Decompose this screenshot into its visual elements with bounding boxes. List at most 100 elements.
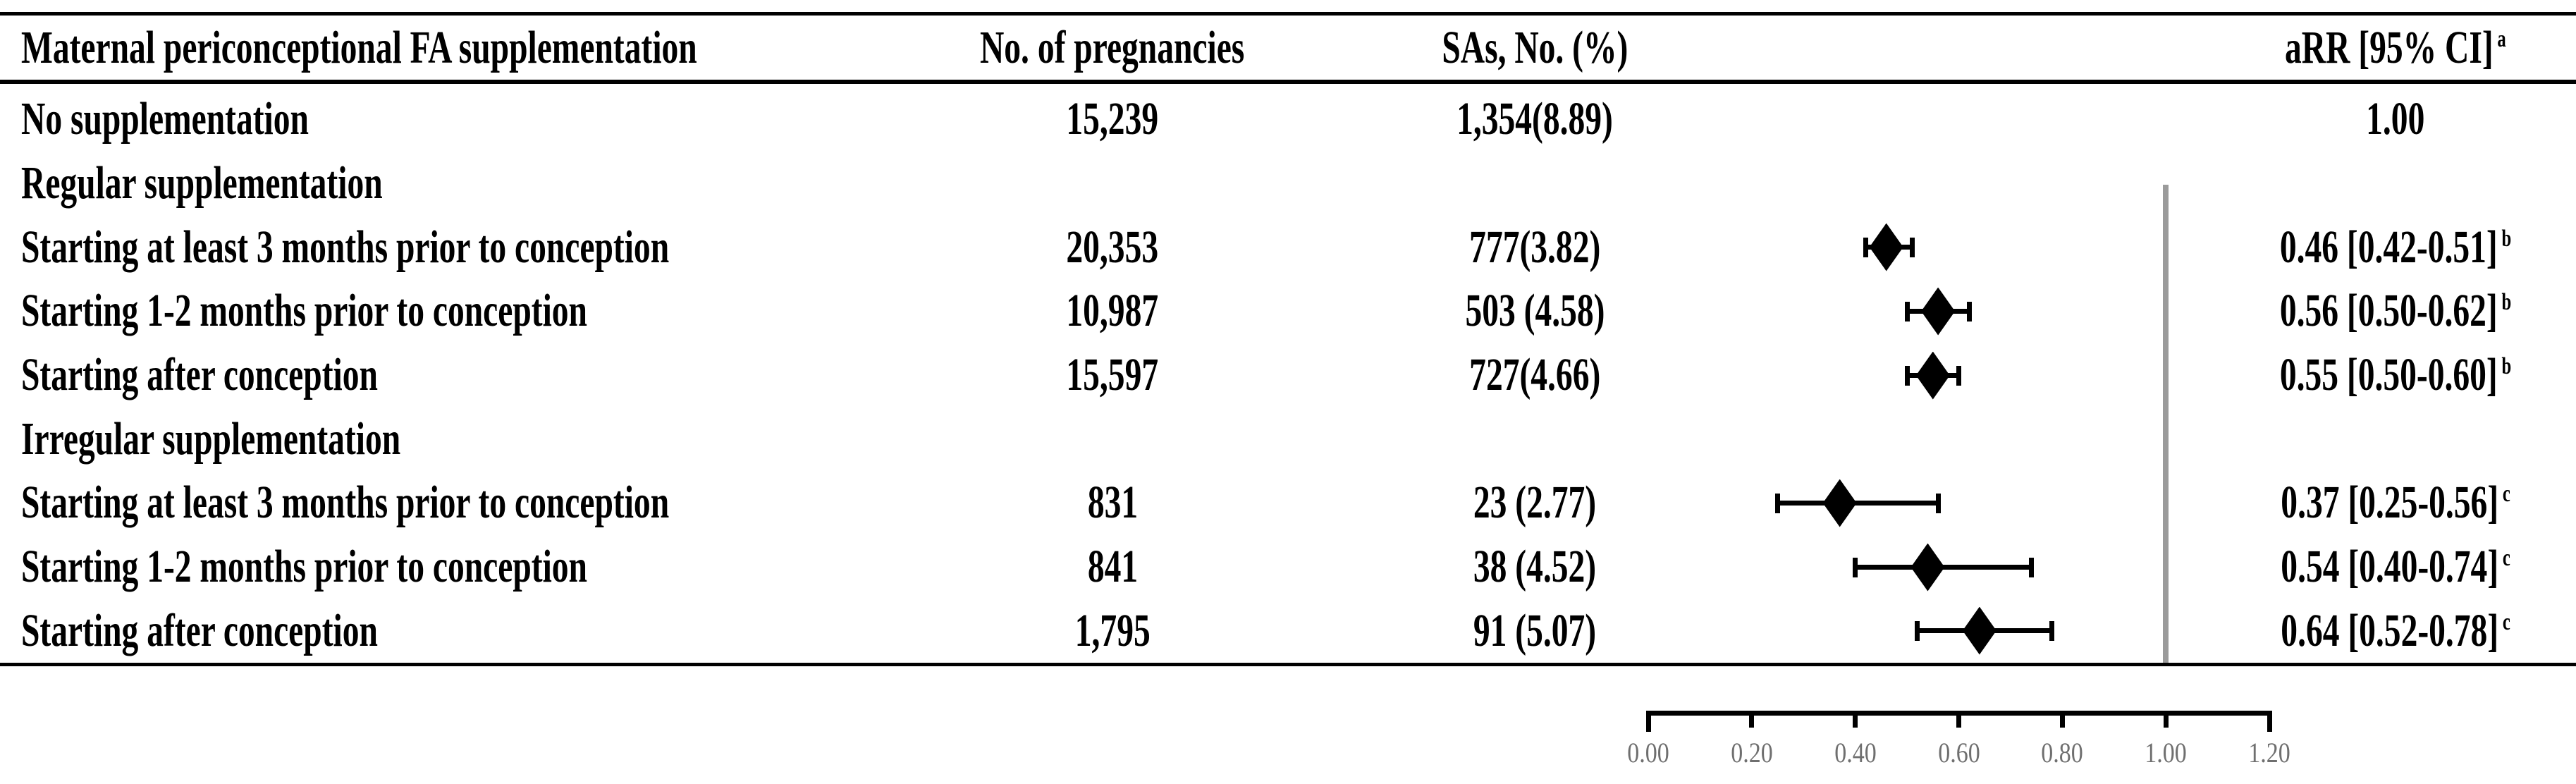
sas-value: 1,354(8.89) xyxy=(1456,93,1613,145)
sas-value: 777(3.82) xyxy=(1468,221,1601,273)
row-label-cell: No supplementation xyxy=(21,87,895,152)
sas-value: 91 (5.07) xyxy=(1473,604,1597,656)
footnote-marker: b xyxy=(2501,288,2512,316)
bottom-rule xyxy=(0,663,2576,666)
row-pregnancies-cell: 20,353 xyxy=(901,215,1324,279)
axis-tick-label: 1.00 xyxy=(2145,737,2187,768)
footnote-marker: c xyxy=(2502,544,2510,572)
row-sas-cell: 38 (4.52) xyxy=(1323,535,1746,599)
arr-value: 0.55 [0.50-0.60] b xyxy=(2279,349,2512,401)
row-label-cell: Starting at least 3 months prior to conc… xyxy=(21,471,895,535)
footnote-marker-a: a xyxy=(2497,25,2506,52)
row-label: Starting after conception xyxy=(21,349,378,401)
row-label-cell: Starting after conception xyxy=(21,599,895,663)
column-header-pregnancies-cell: No. of pregnancies xyxy=(901,16,1324,80)
row-label: No supplementation xyxy=(21,93,309,145)
row-sas-cell xyxy=(1323,152,1746,216)
row-sas-cell xyxy=(1323,407,1746,471)
table-header: Maternal periconceptional FA supplementa… xyxy=(0,16,2576,80)
row-label: Starting 1-2 months prior to conception xyxy=(21,285,587,337)
row-label-cell: Starting 1-2 months prior to conception xyxy=(21,279,895,343)
sas-value: 503 (4.58) xyxy=(1465,285,1605,337)
column-header-sas: SAs, No. (%) xyxy=(1441,21,1629,73)
row-label: Regular supplementation xyxy=(21,157,383,209)
footnote-marker: b xyxy=(2501,353,2512,380)
column-header-pregnancies: No. of pregnancies xyxy=(980,21,1245,73)
row-label-cell: Starting 1-2 months prior to conception xyxy=(21,535,895,599)
arr-value: 0.37 [0.25-0.56] c xyxy=(2281,477,2510,529)
header-rule xyxy=(0,80,2576,84)
row-sas-cell: 23 (2.77) xyxy=(1323,471,1746,535)
row-pregnancies-cell xyxy=(901,152,1324,216)
row-pregnancies-cell: 10,987 xyxy=(901,279,1324,343)
column-header-arr: aRR [95% CI] a xyxy=(2285,21,2506,73)
sas-value: 23 (2.77) xyxy=(1473,477,1597,529)
pregnancies-value: 841 xyxy=(1087,541,1138,593)
table-row: Starting after conception 15,597 727(4.6… xyxy=(0,343,2576,408)
arr-value: 0.56 [0.50-0.62] b xyxy=(2279,285,2512,337)
column-header-exposure: Maternal periconceptional FA supplementa… xyxy=(21,21,697,73)
row-pregnancies-cell: 15,239 xyxy=(901,87,1324,152)
column-header-exposure-cell: Maternal periconceptional FA supplementa… xyxy=(21,16,895,80)
footnote-marker: c xyxy=(2502,480,2510,508)
axis-tick-label: 0.00 xyxy=(1627,737,1669,768)
footnote-marker: b xyxy=(2501,224,2512,252)
row-label: Starting at least 3 months prior to conc… xyxy=(21,221,670,273)
row-label: Starting at least 3 months prior to conc… xyxy=(21,477,670,529)
pregnancies-value: 831 xyxy=(1087,477,1138,529)
row-arr-cell: 0.56 [0.50-0.62] b xyxy=(2226,279,2565,343)
table-row: Starting 1-2 months prior to conception … xyxy=(0,279,2576,343)
table-row: Regular supplementation xyxy=(0,152,2576,216)
row-arr-cell: 0.64 [0.52-0.78] c xyxy=(2226,599,2565,663)
row-label: Starting 1-2 months prior to conception xyxy=(21,541,587,593)
row-pregnancies-cell: 15,597 xyxy=(901,343,1324,408)
table-row: Irregular supplementation xyxy=(0,407,2576,471)
row-sas-cell: 1,354(8.89) xyxy=(1323,87,1746,152)
axis-tick-label: 0.60 xyxy=(1937,737,1980,768)
pregnancies-value: 15,597 xyxy=(1066,349,1159,401)
pregnancies-value: 10,987 xyxy=(1066,285,1159,337)
axis-tick xyxy=(1956,711,1961,728)
axis-tick xyxy=(1853,711,1858,728)
row-arr-cell: 0.46 [0.42-0.51] b xyxy=(2226,215,2565,279)
axis-tick xyxy=(1749,711,1755,728)
pregnancies-value: 20,353 xyxy=(1066,221,1159,273)
row-sas-cell: 727(4.66) xyxy=(1323,343,1746,408)
row-sas-cell: 503 (4.58) xyxy=(1323,279,1746,343)
table-body: No supplementation 15,239 1,354(8.89) 1.… xyxy=(0,87,2576,663)
axis-tick xyxy=(1645,711,1651,732)
x-axis-line xyxy=(1648,711,2269,716)
row-pregnancies-cell: 831 xyxy=(901,471,1324,535)
axis-tick xyxy=(2267,711,2272,732)
axis-tick xyxy=(2059,711,2065,728)
row-sas-cell: 91 (5.07) xyxy=(1323,599,1746,663)
row-label: Starting after conception xyxy=(21,604,378,656)
table-row: No supplementation 15,239 1,354(8.89) 1.… xyxy=(0,87,2576,152)
row-sas-cell: 777(3.82) xyxy=(1323,215,1746,279)
sas-value: 727(4.66) xyxy=(1468,349,1601,401)
row-arr-cell: 0.54 [0.40-0.74] c xyxy=(2226,535,2565,599)
axis-tick-label: 0.40 xyxy=(1834,737,1877,768)
pregnancies-value: 15,239 xyxy=(1066,93,1159,145)
column-header-arr-cell: aRR [95% CI] a xyxy=(2226,16,2565,80)
axis-tick-label: 0.20 xyxy=(1731,737,1773,768)
row-label-cell: Regular supplementation xyxy=(21,152,895,216)
row-label-cell: Irregular supplementation xyxy=(21,407,895,471)
row-arr-cell: 0.37 [0.25-0.56] c xyxy=(2226,471,2565,535)
row-pregnancies-cell: 841 xyxy=(901,535,1324,599)
arr-value: 0.54 [0.40-0.74] c xyxy=(2281,541,2510,593)
sas-value: 38 (4.52) xyxy=(1473,541,1597,593)
axis-tick-label: 0.80 xyxy=(2041,737,2084,768)
footnote-marker: c xyxy=(2502,608,2510,635)
axis-tick-label: 1.20 xyxy=(2248,737,2290,768)
arr-value: 0.64 [0.52-0.78] c xyxy=(2281,604,2510,656)
arr-value: 0.46 [0.42-0.51] b xyxy=(2279,221,2512,273)
arr-value: 1.00 xyxy=(2366,93,2425,145)
top-rule xyxy=(0,12,2576,16)
row-arr-cell xyxy=(2226,407,2565,471)
table-row: Starting 1-2 months prior to conception … xyxy=(0,535,2576,599)
row-arr-cell: 0.55 [0.50-0.60] b xyxy=(2226,343,2565,408)
row-label-cell: Starting after conception xyxy=(21,343,895,408)
row-arr-cell: 1.00 xyxy=(2226,87,2565,152)
